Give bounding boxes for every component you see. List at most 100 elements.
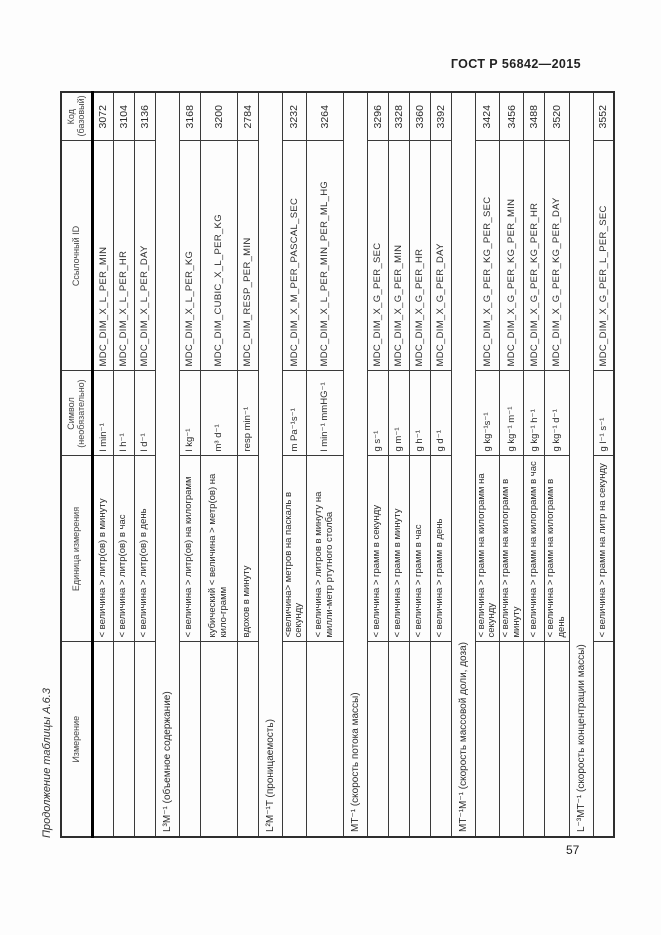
cell-ref-id: MDC_DIM_X_G_PER_L_PER_SEC [593,141,614,371]
cell-code: 3392 [430,92,452,141]
cell-code: 3520 [544,92,569,141]
cell-measurement [475,642,500,837]
table-row: < величина > грамм на килограмм в день g… [544,92,569,837]
table-row: < величина > грамм на килограмм в минуту… [499,92,524,837]
cell-ref-id: MDC_DIM_X_L_PER_MIN_PER_ML_HG [306,141,344,371]
table-row: < величина > литров в минуту на милли-ме… [306,92,344,837]
table-row: < величина > литр(ов) в минуту l min⁻¹ M… [92,92,113,837]
cell-symbol: l min⁻¹ [92,371,113,456]
cell-unit: вдохов в минуту [237,456,258,642]
section-label: MT⁻¹ (скорость потока массы) [343,92,368,837]
measurement-units-table: Измерение Единица измерения Символ (необ… [60,91,615,838]
table-row: < величина > грамм на литр на секунду g … [593,92,614,837]
table-row: < величина > грамм на килограмм на секун… [475,92,500,837]
cell-measurement [544,642,569,837]
cell-ref-id: MDC_DIM_X_G_PER_MIN [388,141,410,371]
cell-unit: < величина > грамм на килограмм на секун… [475,456,500,642]
table-row: <величина> метров на паскаль в секунду m… [282,92,307,837]
cell-code: 3264 [306,92,344,141]
table-row: < величина > грамм в минуту g m⁻¹ MDC_DI… [388,92,410,837]
cell-symbol: g l⁻¹ s⁻¹ [593,371,614,456]
cell-code: 3552 [593,92,614,141]
table-row: < величина > литр(ов) в день l d⁻¹ MDC_D… [134,92,155,837]
cell-ref-id: MDC_DIM_X_L_PER_DAY [134,141,155,371]
cell-unit: < величина > грамм в день [430,456,452,642]
cell-code: 3072 [92,92,113,141]
cell-ref-id: MDC_DIM_RESP_PER_MIN [237,141,258,371]
section-label: MT⁻¹M⁻¹ (скорость массовой доли, доза) [451,92,476,837]
cell-measurement [113,642,134,837]
table-row: < величина > грамм на килограмм в час g … [523,92,545,837]
cell-unit: < величина > грамм в час [409,456,431,642]
cell-measurement [593,642,614,837]
cell-unit: < величина > грамм в секунду [367,456,389,642]
table-row: вдохов в минуту resp min⁻¹ MDC_DIM_RESP_… [237,92,258,837]
cell-unit: < величина > грамм в минуту [388,456,410,642]
table-row: < величина > грамм в секунду g s⁻¹ MDC_D… [367,92,389,837]
cell-ref-id: MDC_DIM_X_G_PER_KG_PER_MIN [499,141,524,371]
table-row: кубический < величина > метр(ов) на кило… [200,92,237,837]
table-row: < величина > литр(ов) в час l h⁻¹ MDC_DI… [113,92,134,837]
cell-measurement [200,642,237,837]
cell-symbol: g kg⁻¹ h⁻¹ [523,371,545,456]
cell-symbol: m³ d⁻¹ [200,371,237,456]
section-row: MT⁻¹M⁻¹ (скорость массовой доли, доза) [451,92,476,837]
cell-measurement [499,642,524,837]
table-header-row: Измерение Единица измерения Символ (необ… [61,92,92,837]
cell-code: 3104 [113,92,134,141]
cell-code: 3232 [282,92,307,141]
table-row: < величина > литр(ов) на килограмм l kg⁻… [179,92,200,837]
col-header-code: Код (базовый) [61,92,92,141]
cell-symbol: g kg⁻¹s⁻¹ [475,371,500,456]
table-caption: Продолжение таблицы А.6.3 [41,688,53,838]
cell-code: 3200 [200,92,237,141]
cell-unit: < величина > литр(ов) в час [113,456,134,642]
cell-measurement [92,642,113,837]
cell-measurement [282,642,307,837]
col-header-unit: Единица измерения [61,456,92,642]
cell-symbol: g kg⁻¹ d⁻¹ [544,371,569,456]
cell-measurement [306,642,344,837]
col-header-ref-id: Ссылочный ID [61,141,92,371]
cell-ref-id: MDC_DIM_X_G_PER_KG_PER_SEC [475,141,500,371]
cell-ref-id: MDC_DIM_X_L_PER_HR [113,141,134,371]
cell-ref-id: MDC_DIM_X_G_PER_HR [409,141,431,371]
cell-unit: <величина> метров на паскаль в секунду [282,456,307,642]
cell-code: 3456 [499,92,524,141]
cell-code: 3296 [367,92,389,141]
cell-symbol: l h⁻¹ [113,371,134,456]
cell-measurement [179,642,200,837]
cell-ref-id: MDC_DIM_X_G_PER_SEC [367,141,389,371]
cell-symbol: l min⁻¹ mmHG⁻¹ [306,371,344,456]
cell-code: 3424 [475,92,500,141]
cell-measurement [523,642,545,837]
cell-unit: < величина > литров в минуту на милли-ме… [306,456,344,642]
cell-symbol: g m⁻¹ [388,371,410,456]
rotated-table-inner: Продолжение таблицы А.6.3 Измерение Един… [37,91,615,838]
section-label: L²M⁻¹T (проницаемость) [258,92,282,837]
cell-unit: < величина > грамм на килограмм в минуту [499,456,524,642]
cell-measurement [388,642,410,837]
section-row: MT⁻¹ (скорость потока массы) [343,92,368,837]
table-row: < величина > грамм в день g d⁻¹ MDC_DIM_… [430,92,452,837]
cell-symbol: m Pa⁻¹s⁻¹ [282,371,307,456]
cell-symbol: l kg⁻¹ [179,371,200,456]
cell-unit: < величина > литр(ов) в день [134,456,155,642]
cell-unit: < величина > литр(ов) на килограмм [179,456,200,642]
cell-code: 2784 [237,92,258,141]
section-label: L⁻³MT⁻¹ (скорость концентрации массы) [569,92,593,837]
cell-code: 3488 [523,92,545,141]
cell-symbol: g kg⁻¹ m⁻¹ [499,371,524,456]
cell-measurement [237,642,258,837]
document-header-standard-number: ГОСТ Р 56842—2015 [450,57,581,71]
cell-code: 3136 [134,92,155,141]
cell-ref-id: MDC_DIM_X_G_PER_KG_PER_HR [523,141,545,371]
cell-unit: < величина > грамм на килограмм в день [544,456,569,642]
cell-unit: < величина > литр(ов) в минуту [92,456,113,642]
col-header-measurement: Измерение [61,642,92,837]
table-row: < величина > грамм в час g h⁻¹ MDC_DIM_X… [409,92,431,837]
section-row: L³M⁻¹ (объемное содержание) [155,92,179,837]
cell-symbol: resp min⁻¹ [237,371,258,456]
cell-ref-id: MDC_DIM_X_G_PER_KG_PER_DAY [544,141,569,371]
cell-code: 3168 [179,92,200,141]
